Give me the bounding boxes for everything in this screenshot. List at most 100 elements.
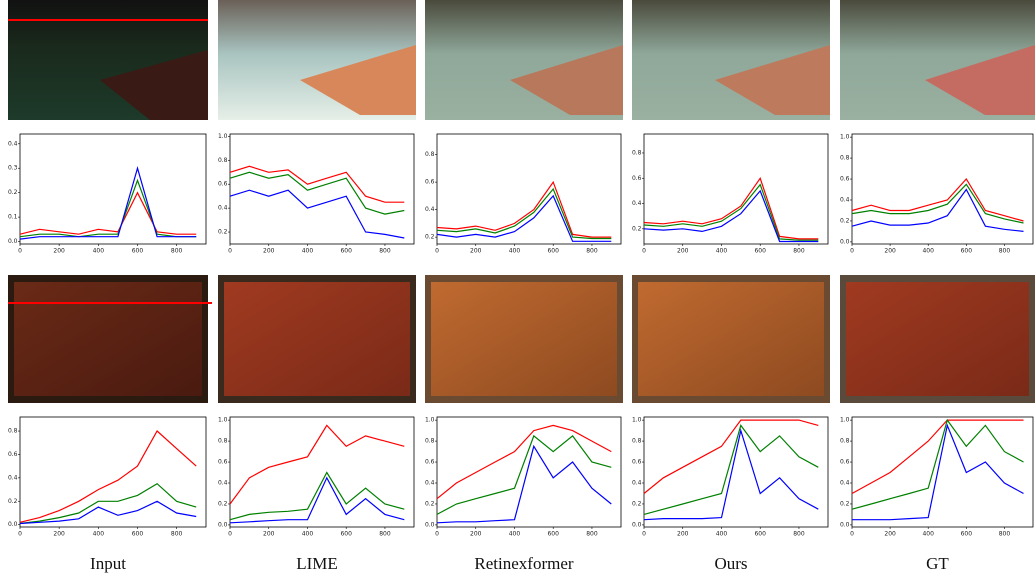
- series-line: [644, 420, 818, 493]
- x-tick-label: 200: [884, 248, 896, 255]
- y-tick-label: 0.4: [632, 480, 642, 487]
- x-tick-label: 0: [435, 248, 439, 255]
- x-tick-label: 200: [263, 248, 275, 255]
- x-tick-label: 600: [547, 248, 559, 255]
- x-tick-label: 800: [379, 531, 391, 538]
- y-tick-label: 0.6: [632, 459, 642, 466]
- x-tick-label: 400: [302, 248, 314, 255]
- y-tick-label: 0.8: [840, 155, 850, 162]
- series-line: [20, 168, 196, 239]
- x-tick-label: 600: [132, 531, 144, 538]
- y-tick-label: 0.8: [8, 428, 18, 435]
- x-tick-label: 600: [547, 531, 559, 538]
- x-tick-label: 200: [884, 531, 896, 538]
- x-tick-label: 0: [642, 248, 646, 255]
- y-tick-label: 0.0: [840, 521, 850, 528]
- series-line: [437, 436, 611, 515]
- x-tick-label: 800: [999, 248, 1011, 255]
- x-tick-label: 400: [922, 248, 934, 255]
- series-line: [852, 179, 1024, 221]
- series-line: [852, 184, 1024, 223]
- x-tick-label: 800: [171, 248, 183, 255]
- series-line: [230, 478, 404, 523]
- plot: 02004006008000.00.20.40.60.81.0: [840, 417, 1033, 538]
- x-tick-label: 200: [263, 531, 275, 538]
- y-tick-label: 0.8: [218, 438, 228, 445]
- y-tick-label: 0.4: [632, 200, 642, 207]
- series-line: [230, 425, 404, 504]
- x-tick-label: 200: [53, 248, 65, 255]
- x-tick-label: 800: [379, 248, 391, 255]
- y-tick-label: 0.8: [218, 157, 228, 164]
- y-tick-label: 0.8: [632, 438, 642, 445]
- y-tick-label: 0.2: [218, 500, 228, 507]
- y-tick-label: 0.4: [8, 474, 18, 481]
- x-tick-label: 800: [793, 248, 805, 255]
- y-tick-label: 0.6: [218, 181, 228, 188]
- y-tick-label: 0.2: [218, 229, 228, 236]
- series-line: [852, 420, 1024, 509]
- x-tick-label: 800: [586, 248, 598, 255]
- plot-frame: [644, 417, 828, 527]
- plot-frame: [852, 134, 1033, 244]
- x-tick-label: 0: [228, 248, 232, 255]
- series-line: [437, 182, 611, 237]
- y-tick-label: 0.6: [840, 176, 850, 183]
- photo-row-1: [8, 0, 1035, 120]
- x-tick-label: 400: [716, 248, 728, 255]
- x-tick-label: 400: [93, 531, 105, 538]
- y-tick-label: 0.6: [8, 451, 18, 458]
- y-tick-label: 0.0: [8, 238, 18, 245]
- x-tick-label: 600: [961, 248, 973, 255]
- x-tick-label: 0: [850, 531, 854, 538]
- y-tick-label: 0.0: [840, 238, 850, 245]
- y-tick-label: 1.0: [425, 417, 435, 424]
- x-tick-label: 800: [586, 531, 598, 538]
- plot: 02004006008000.00.10.20.30.4: [8, 134, 206, 255]
- y-tick-label: 0.6: [425, 459, 435, 466]
- plot-frame: [644, 134, 828, 244]
- series-line: [852, 190, 1024, 232]
- plot-frame: [852, 417, 1033, 527]
- plot: 02004006008000.20.40.60.8: [632, 134, 828, 255]
- x-tick-label: 200: [677, 531, 689, 538]
- y-tick-label: 0.8: [632, 149, 642, 156]
- x-tick-label: 200: [53, 531, 65, 538]
- x-tick-label: 400: [716, 531, 728, 538]
- y-tick-label: 0.4: [8, 140, 18, 147]
- x-tick-label: 200: [470, 248, 482, 255]
- y-tick-label: 1.0: [218, 133, 228, 140]
- x-tick-label: 400: [509, 531, 521, 538]
- y-tick-label: 0.2: [8, 189, 18, 196]
- series-line: [644, 431, 818, 520]
- y-tick-label: 0.6: [632, 175, 642, 182]
- column-label: Retinexformer: [474, 554, 573, 573]
- plot-frame: [20, 134, 206, 244]
- series-line: [437, 189, 611, 239]
- x-tick-label: 800: [999, 531, 1011, 538]
- x-tick-label: 400: [509, 248, 521, 255]
- x-tick-label: 0: [228, 531, 232, 538]
- plot: 02004006008000.20.40.60.81.0: [218, 133, 414, 255]
- y-tick-label: 0.2: [632, 500, 642, 507]
- y-tick-label: 0.1: [8, 214, 18, 221]
- y-tick-label: 0.0: [8, 521, 18, 528]
- column-label: GT: [926, 554, 949, 573]
- y-tick-label: 0.4: [840, 197, 850, 204]
- y-tick-label: 0.2: [840, 500, 850, 507]
- series-line: [230, 172, 404, 214]
- series-line: [230, 166, 404, 202]
- column-label: LIME: [296, 554, 338, 573]
- y-tick-label: 0.0: [218, 521, 228, 528]
- series-line: [230, 473, 404, 520]
- x-tick-label: 200: [470, 531, 482, 538]
- y-tick-label: 1.0: [632, 417, 642, 424]
- x-tick-label: 0: [850, 248, 854, 255]
- y-tick-label: 0.2: [840, 217, 850, 224]
- y-tick-label: 0.0: [425, 521, 435, 528]
- x-tick-label: 0: [18, 248, 22, 255]
- x-tick-label: 600: [754, 248, 766, 255]
